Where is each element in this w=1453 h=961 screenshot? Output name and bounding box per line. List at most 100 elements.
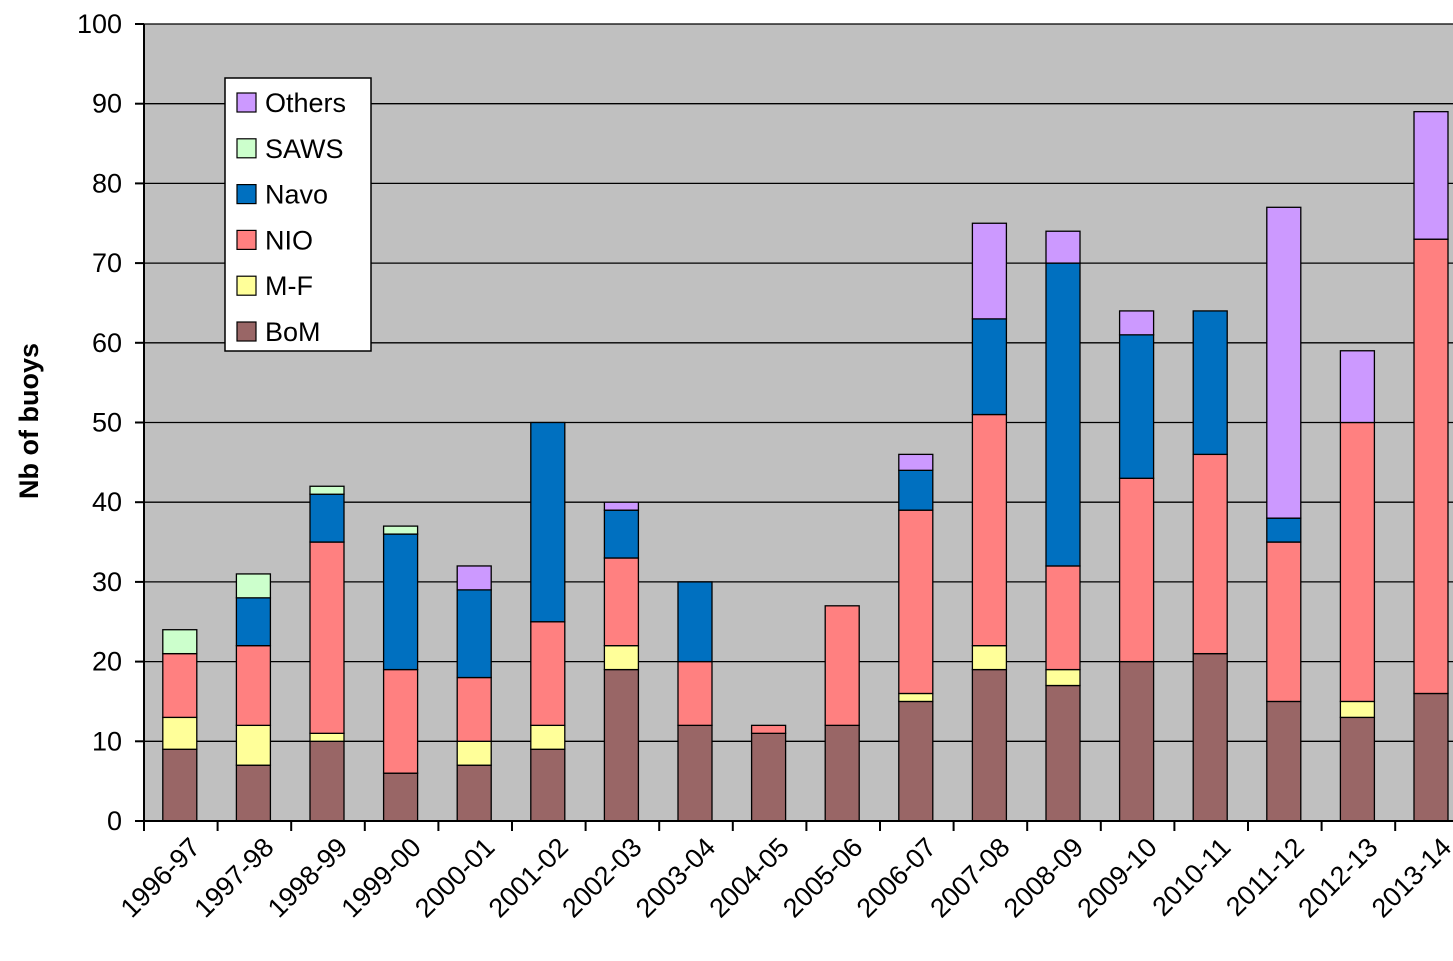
y-tick-label: 40 [92, 487, 122, 517]
x-tick-label: 2009-10 [1072, 832, 1163, 923]
bar-segment-nio-1998-99 [309, 541, 345, 734]
bar-segment-m-f-2006-07 [898, 692, 934, 703]
y-tick-label: 90 [92, 89, 122, 119]
y-tick-labels: 0 10 20 30 40 50 60 70 80 90 100 [77, 9, 122, 836]
y-tick-label: 10 [92, 726, 122, 756]
legend-swatch-bom [236, 321, 257, 342]
legend-label-nio: NIO [265, 225, 313, 255]
bar-segment-navo-1998-99 [309, 493, 345, 543]
bar-segment-saws-1999-00 [382, 525, 419, 535]
bar-segment-others-2007-08 [971, 222, 1008, 320]
bar-segment-bom-2002-03 [603, 668, 640, 822]
x-tick-label: 2006-07 [851, 832, 942, 923]
bar-segment-navo-2009-10 [1118, 334, 1155, 479]
legend-label-bom: BoM [265, 317, 321, 347]
x-tick-label: 1999-00 [336, 832, 427, 923]
bar-segment-others-2002-03 [603, 501, 640, 511]
bar-segment-navo-2001-02 [530, 421, 566, 623]
x-tick-label: 2004-05 [704, 832, 795, 923]
bar-segment-m-f-2000-01 [456, 740, 492, 766]
legend: Others SAWS Navo NIO M-F BoM [224, 77, 372, 352]
x-tick-label: 2003-04 [630, 832, 721, 923]
bar-segment-saws-1996-97 [162, 629, 198, 655]
bar-segment-bom-2010-11 [1192, 652, 1228, 822]
legend-swatch-saws [236, 138, 257, 159]
bar-segment-navo-2008-09 [1045, 262, 1081, 567]
bar-segment-m-f-1998-99 [309, 732, 345, 742]
y-tick-label: 0 [107, 806, 122, 836]
legend-label-m-f: M-F [265, 271, 313, 301]
x-tick-label: 2007-08 [924, 832, 1015, 923]
bar-segment-bom-2003-04 [677, 724, 713, 822]
bar-segment-others-2012-13 [1339, 350, 1376, 424]
y-tick-label: 50 [92, 408, 122, 438]
bar-segment-nio-2006-07 [898, 509, 934, 695]
bar-segment-saws-1997-98 [235, 573, 272, 599]
bar-segment-m-f-1996-97 [162, 716, 198, 750]
bar-segment-nio-2005-06 [824, 605, 860, 727]
bar-segment-others-2006-07 [898, 453, 934, 471]
bar-segment-nio-2001-02 [530, 621, 566, 727]
bar-segment-bom-1999-00 [382, 772, 419, 822]
bar-segment-m-f-2008-09 [1045, 668, 1081, 687]
y-tick-label: 100 [77, 9, 122, 39]
bar-segment-bom-2012-13 [1339, 716, 1376, 822]
bar-segment-nio-2011-12 [1266, 541, 1302, 703]
legend-swatch-nio [236, 229, 257, 250]
bar-segment-m-f-2007-08 [971, 645, 1008, 671]
bar-segment-bom-2006-07 [898, 700, 934, 822]
bar-segment-nio-2003-04 [677, 660, 713, 727]
x-tick-label: 2010-11 [1147, 832, 1237, 922]
bar-segment-nio-1997-98 [235, 645, 272, 727]
bar-segment-bom-2008-09 [1045, 684, 1081, 822]
x-tick-label: 1997-98 [188, 832, 279, 923]
bar-segment-nio-1996-97 [162, 652, 198, 719]
bar-segment-navo-2006-07 [898, 469, 934, 511]
y-axis-label: Nb of buoys [14, 343, 44, 499]
x-tick-label: 2002-03 [556, 832, 647, 923]
x-tick-label: 2013-14 [1366, 832, 1453, 923]
bar-segment-navo-2002-03 [603, 509, 640, 559]
y-tick-label: 30 [92, 567, 122, 597]
bar-segment-nio-2007-08 [971, 413, 1008, 647]
y-tick-label: 70 [92, 248, 122, 278]
legend-label-others: Others [265, 88, 346, 118]
bar-segment-m-f-2001-02 [530, 724, 566, 750]
bar-segment-nio-2008-09 [1045, 565, 1081, 671]
x-tick-label: 2008-09 [998, 832, 1089, 923]
bar-segment-navo-1997-98 [235, 597, 272, 647]
bar-segment-nio-1999-00 [382, 668, 419, 774]
y-tick-label: 80 [92, 168, 122, 198]
bar-segment-navo-2003-04 [677, 581, 713, 663]
bar-segment-bom-2001-02 [530, 748, 566, 822]
bar-segment-navo-2000-01 [456, 589, 492, 679]
x-tick-label: 1998-99 [262, 832, 353, 923]
axes [135, 23, 1453, 831]
legend-box [224, 77, 372, 352]
legend-swatch-others [236, 92, 257, 113]
y-tick-label: 60 [92, 328, 122, 358]
bar-segment-navo-2011-12 [1266, 517, 1302, 543]
bar-segment-m-f-2002-03 [603, 645, 640, 671]
bar-segment-nio-2002-03 [603, 557, 640, 647]
bar-segment-nio-2012-13 [1339, 421, 1376, 703]
bar-segment-navo-2010-11 [1192, 310, 1228, 456]
bar-segment-bom-2000-01 [456, 764, 492, 822]
x-tick-label: 2005-06 [777, 832, 868, 923]
bar-segment-bom-1996-97 [162, 748, 198, 822]
bar-segment-nio-2004-05 [750, 724, 787, 734]
x-tick-label: 2000-01 [409, 832, 500, 923]
x-tick-labels: 1996-971997-981998-991999-002000-012001-… [115, 832, 1453, 923]
bar-segment-others-2011-12 [1266, 206, 1302, 519]
bar-segment-others-2013-14 [1413, 111, 1449, 240]
bar-segment-m-f-2012-13 [1339, 700, 1376, 719]
bar-segment-bom-2009-10 [1118, 660, 1155, 822]
bar-segment-others-2008-09 [1045, 230, 1081, 264]
bar-segment-nio-2000-01 [456, 676, 492, 742]
bar-segment-bom-2005-06 [824, 724, 860, 822]
bar-segment-bom-2011-12 [1266, 700, 1302, 822]
bar-segment-nio-2013-14 [1413, 238, 1449, 695]
bar-segment-bom-2004-05 [750, 732, 787, 822]
bar-segment-others-2009-10 [1118, 310, 1155, 336]
